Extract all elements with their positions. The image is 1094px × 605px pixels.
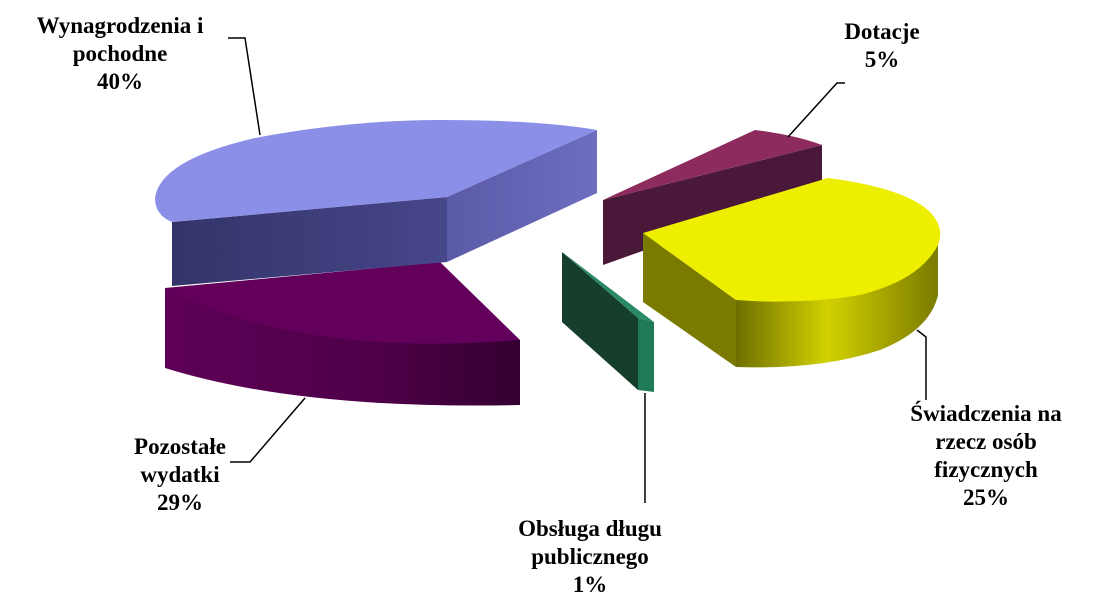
leader-line-swiadczenia	[916, 329, 927, 400]
label-wynagrodzenia-line-1: Wynagrodzenia i	[36, 13, 204, 38]
label-pozostale-pct: 29%	[157, 490, 203, 515]
leader-line-dotacje	[787, 82, 845, 138]
label-dotacje-line-1: Dotacje	[844, 19, 920, 44]
label-dotacje-pct: 5%	[864, 47, 900, 72]
label-swiadczenia-line-3: fizycznych	[934, 457, 1038, 482]
label-obsluga-line-1: Obsługa długu	[518, 516, 662, 541]
label-dotacje: Dotacje 5%	[812, 18, 952, 74]
label-obsluga-pct: 1%	[572, 572, 608, 597]
slice-obsluga-dlugu	[562, 252, 654, 392]
label-obsluga-dlugu: Obsługa długu publicznego 1%	[460, 515, 720, 599]
label-obsluga-line-2: publicznego	[531, 544, 649, 569]
label-wynagrodzenia-line-2: pochodne	[72, 41, 168, 66]
leader-line-wynagrodzenia	[228, 37, 261, 136]
label-pozostale-line-1: Pozostałe	[134, 434, 226, 459]
slice-wynagrodzenia	[155, 120, 597, 286]
slice-swiadczenia	[643, 178, 941, 368]
label-wynagrodzenia: Wynagrodzenia i pochodne 40%	[10, 12, 230, 96]
label-pozostale-line-2: wydatki	[140, 462, 220, 487]
label-wynagrodzenia-pct: 40%	[97, 69, 143, 94]
label-swiadczenia: Świadczenia na rzecz osób fizycznych 25%	[876, 400, 1094, 512]
label-swiadczenia-line-2: rzecz osób	[935, 429, 1037, 454]
leader-line-pozostale	[230, 397, 306, 463]
label-pozostale-wydatki: Pozostałe wydatki 29%	[100, 433, 260, 517]
label-swiadczenia-pct: 25%	[963, 485, 1009, 510]
label-swiadczenia-line-1: Świadczenia na	[910, 401, 1062, 426]
slice-pozostale-wydatki	[165, 262, 520, 406]
